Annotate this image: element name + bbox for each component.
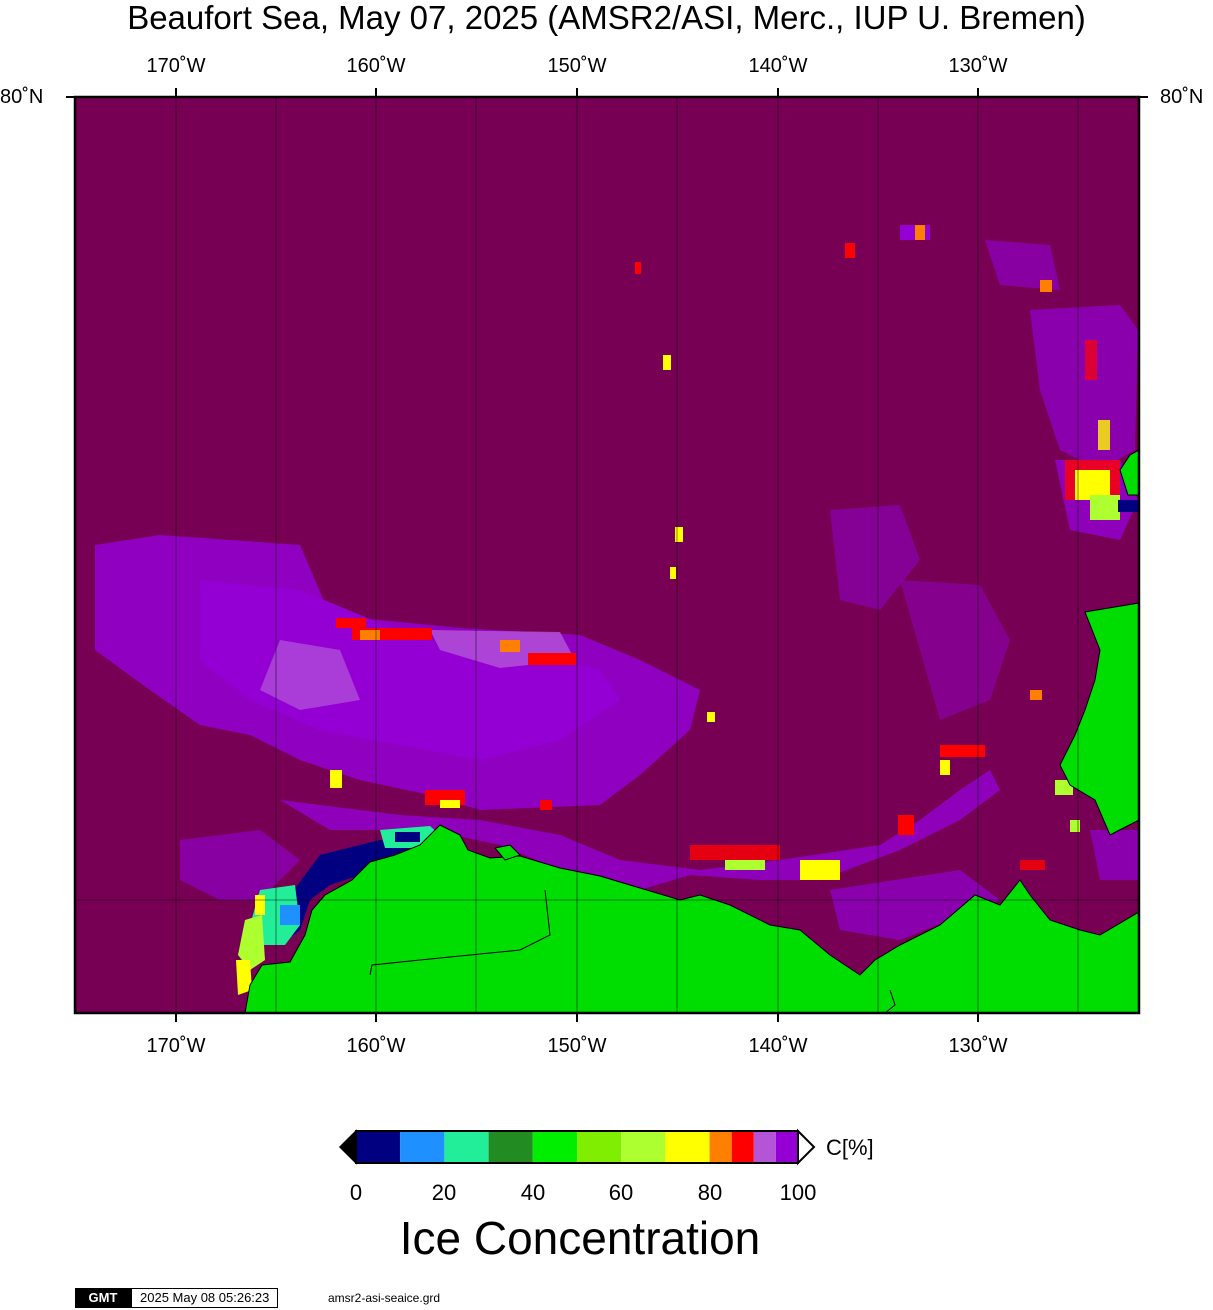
- land-border-east: [884, 989, 896, 1014]
- colorbar-swatches: [356, 1131, 798, 1163]
- colorbar: [338, 1128, 816, 1166]
- lon-label-top-130w: 130˚W: [948, 55, 1008, 77]
- colorbar-swatch: [665, 1131, 710, 1163]
- colorbar-swatch: [709, 1131, 732, 1163]
- timestamp: 2025 May 08 05:26:23: [131, 1288, 279, 1308]
- lat-label-left-80n: 80˚N: [0, 86, 44, 108]
- colorbar-tick-60: 60: [608, 1180, 634, 1205]
- colorbar-tick-100: 100: [779, 1180, 817, 1205]
- lon-label-bottom-140w: 140˚W: [748, 1035, 808, 1057]
- land-masses: [244, 449, 1140, 1014]
- lon-label-top-140w: 140˚W: [748, 55, 808, 77]
- colorbar-swatch: [577, 1131, 622, 1163]
- colorbar-tick-80: 80: [697, 1180, 723, 1205]
- colorbar-tick-20: 20: [431, 1180, 457, 1205]
- graticule: [75, 97, 1139, 1013]
- colorbar-over-arrow: [797, 1128, 816, 1166]
- colorbar-swatch: [621, 1131, 666, 1163]
- lon-label-top-160w: 160˚W: [346, 55, 406, 77]
- colorbar-swatch: [488, 1131, 533, 1163]
- colorbar-swatch: [775, 1131, 798, 1163]
- lon-label-top-150w: 150˚W: [547, 55, 607, 77]
- lon-label-bottom-150w: 150˚W: [547, 1035, 607, 1057]
- grid-filename: amsr2-asi-seaice.grd: [328, 1291, 441, 1305]
- colorbar-tick-0: 0: [349, 1180, 363, 1205]
- map-title: Beaufort Sea, May 07, 2025 (AMSR2/ASI, M…: [127, 0, 1086, 36]
- gmt-logo: GMT: [75, 1288, 131, 1308]
- map-frame: [73, 95, 1141, 1015]
- land-border: [369, 889, 551, 976]
- colorbar-swatch: [731, 1131, 754, 1163]
- lat-label-right-80n: 80˚N: [1160, 86, 1204, 108]
- sea-ice-map: [66, 88, 1148, 1022]
- colorbar-swatch: [400, 1131, 445, 1163]
- lon-label-bottom-130w: 130˚W: [948, 1035, 1008, 1057]
- colorbar-unit: C[%]: [826, 1135, 874, 1160]
- colorbar-swatch: [356, 1131, 401, 1163]
- colorbar-swatch: [753, 1131, 776, 1163]
- colorbar-swatch: [532, 1131, 577, 1163]
- lon-label-top-170w: 170˚W: [146, 55, 206, 77]
- map-ticks: [66, 88, 1148, 1022]
- lon-label-bottom-160w: 160˚W: [346, 1035, 406, 1057]
- lon-label-bottom-170w: 170˚W: [146, 1035, 206, 1057]
- colorbar-tick-40: 40: [520, 1180, 546, 1205]
- colorbar-under-arrow: [338, 1129, 357, 1165]
- colorbar-title: Ice Concentration: [399, 1212, 761, 1264]
- colorbar-swatch: [444, 1131, 489, 1163]
